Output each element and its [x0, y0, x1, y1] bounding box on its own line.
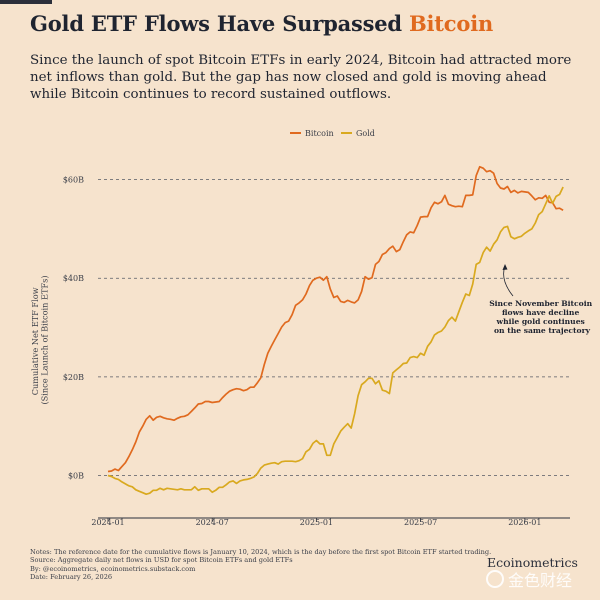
footnote-source: Source: Aggregate daily net flows in USD…: [30, 556, 293, 565]
watermark-logo-icon: [486, 570, 504, 588]
x-tick-label: 2025-07: [404, 518, 437, 527]
x-tick-label: 2026-01: [508, 518, 541, 527]
footnote-by: By: @ecoinometrics, ecoinometrics.substa…: [30, 564, 196, 573]
annotation-line-3: while gold continues: [496, 317, 585, 326]
line-chart: $0B $20B $40B $60B Cumulative Net ETF Flow …: [30, 129, 595, 527]
annotation-line-1: Since November Bitcoin: [489, 299, 592, 308]
annotation-text: Since November Bitcoin flows have declin…: [489, 299, 595, 335]
y-axis-label-line-2: (Since Launch of Bitcoin ETFs): [40, 275, 50, 404]
annotation-arrowhead: [502, 264, 508, 270]
y-tick-label: $60B: [63, 176, 84, 185]
y-tick-label: $20B: [63, 373, 84, 382]
annotation-arrow: [503, 265, 514, 297]
x-tick-label: 2024-07: [196, 518, 229, 527]
y-tick-label: $0B: [68, 471, 84, 480]
x-tick-label: 2024-01: [91, 518, 124, 527]
title-accent: Bitcoin: [408, 11, 494, 36]
y-tick-label: $40B: [63, 274, 84, 283]
y-axis-label-line-1: Cumulative Net ETF Flow: [30, 287, 40, 395]
brand-name: Ecoinometrics: [487, 555, 578, 570]
footnotes: Notes: The reference date for the cumula…: [30, 548, 500, 581]
footnote-date: Date: February 26, 2026: [30, 572, 113, 581]
series-line-gold: [107, 186, 564, 496]
page-title: Gold ETF Flows Have Surpassed Bitcoin: [30, 11, 493, 36]
series-line-bitcoin: [107, 165, 564, 473]
top-accent-bar: [0, 0, 52, 4]
title-prefix: Gold ETF Flows Have Surpassed: [30, 11, 409, 36]
watermark: 金色财经: [486, 567, 572, 591]
x-tick-label: 2025-01: [300, 518, 333, 527]
footnote-notes: Notes: The reference date for the cumula…: [30, 548, 492, 556]
annotation-line-4: on the same trajectory: [494, 326, 591, 335]
legend-label-gold: Gold: [356, 129, 375, 138]
legend-label-bitcoin: Bitcoin: [305, 129, 334, 138]
annotation-line-2: flows have decline: [502, 308, 579, 317]
page-subtitle: Since the launch of spot Bitcoin ETFs in…: [30, 53, 572, 102]
y-axis-label: Cumulative Net ETF Flow (Since Launch of…: [30, 275, 50, 404]
watermark-text: 金色财经: [508, 571, 573, 590]
